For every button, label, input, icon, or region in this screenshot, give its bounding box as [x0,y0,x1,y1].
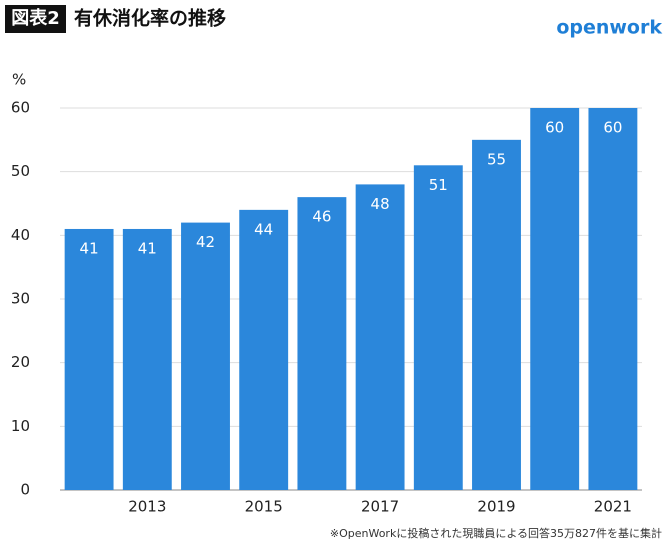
value-label: 51 [429,176,448,194]
bar [122,228,172,490]
value-label: 60 [603,119,622,137]
value-label: 46 [312,208,331,226]
bar [472,139,521,491]
y-tick-label: 0 [20,481,30,499]
value-label: 44 [254,220,273,238]
y-tick-label: 50 [11,162,30,180]
chart-title: 有休消化率の推移 [74,7,226,30]
brand-logo: openwork [556,17,662,39]
figure-badge [5,5,66,33]
value-label: 41 [80,239,99,257]
y-tick-label: 60 [11,99,30,117]
bar [355,184,405,490]
figure-label: 図表2 [11,7,60,29]
value-label: 41 [138,239,157,257]
bar [297,197,347,490]
bar [413,165,463,491]
footnote: ※OpenWorkに投稿された現職員による回答35万827件を基に集計 [330,526,662,540]
value-label: 48 [371,195,390,213]
bar [530,108,580,490]
y-tick-label: 30 [11,290,30,308]
x-tick-label: 2015 [245,498,283,516]
y-axis-label: % [12,71,26,89]
x-tick-label: 2013 [128,498,166,516]
y-tick-label: 40 [11,226,30,244]
value-label: 60 [545,119,564,137]
bar [239,209,289,490]
x-tick-label: 2019 [477,498,515,516]
x-tick-label: 2021 [594,498,632,516]
y-tick-label: 10 [11,417,30,435]
y-tick-label: 20 [11,353,30,371]
x-tick-label: 2017 [361,498,399,516]
value-label: 42 [196,233,215,251]
bar [64,228,114,490]
value-label: 55 [487,150,506,168]
bar [588,108,638,490]
bar [181,222,230,490]
